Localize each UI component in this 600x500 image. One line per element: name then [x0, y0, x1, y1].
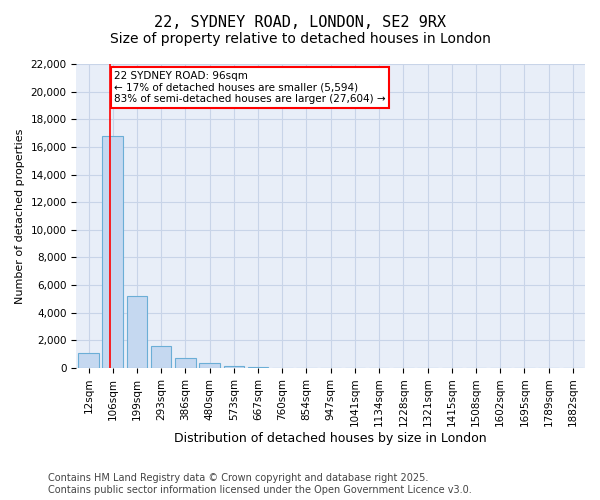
Bar [127, 296, 147, 368]
Text: Size of property relative to detached houses in London: Size of property relative to detached ho… [110, 32, 490, 46]
Bar [224, 366, 244, 368]
Bar [151, 346, 172, 368]
Bar [78, 353, 99, 368]
X-axis label: Distribution of detached houses by size in London: Distribution of detached houses by size … [175, 432, 487, 445]
Y-axis label: Number of detached properties: Number of detached properties [15, 128, 25, 304]
Bar [175, 358, 196, 368]
Bar [199, 362, 220, 368]
Text: 22 SYDNEY ROAD: 96sqm
← 17% of detached houses are smaller (5,594)
83% of semi-d: 22 SYDNEY ROAD: 96sqm ← 17% of detached … [114, 71, 386, 104]
Bar [103, 136, 123, 368]
Text: 22, SYDNEY ROAD, LONDON, SE2 9RX: 22, SYDNEY ROAD, LONDON, SE2 9RX [154, 15, 446, 30]
Text: Contains HM Land Registry data © Crown copyright and database right 2025.
Contai: Contains HM Land Registry data © Crown c… [48, 474, 472, 495]
